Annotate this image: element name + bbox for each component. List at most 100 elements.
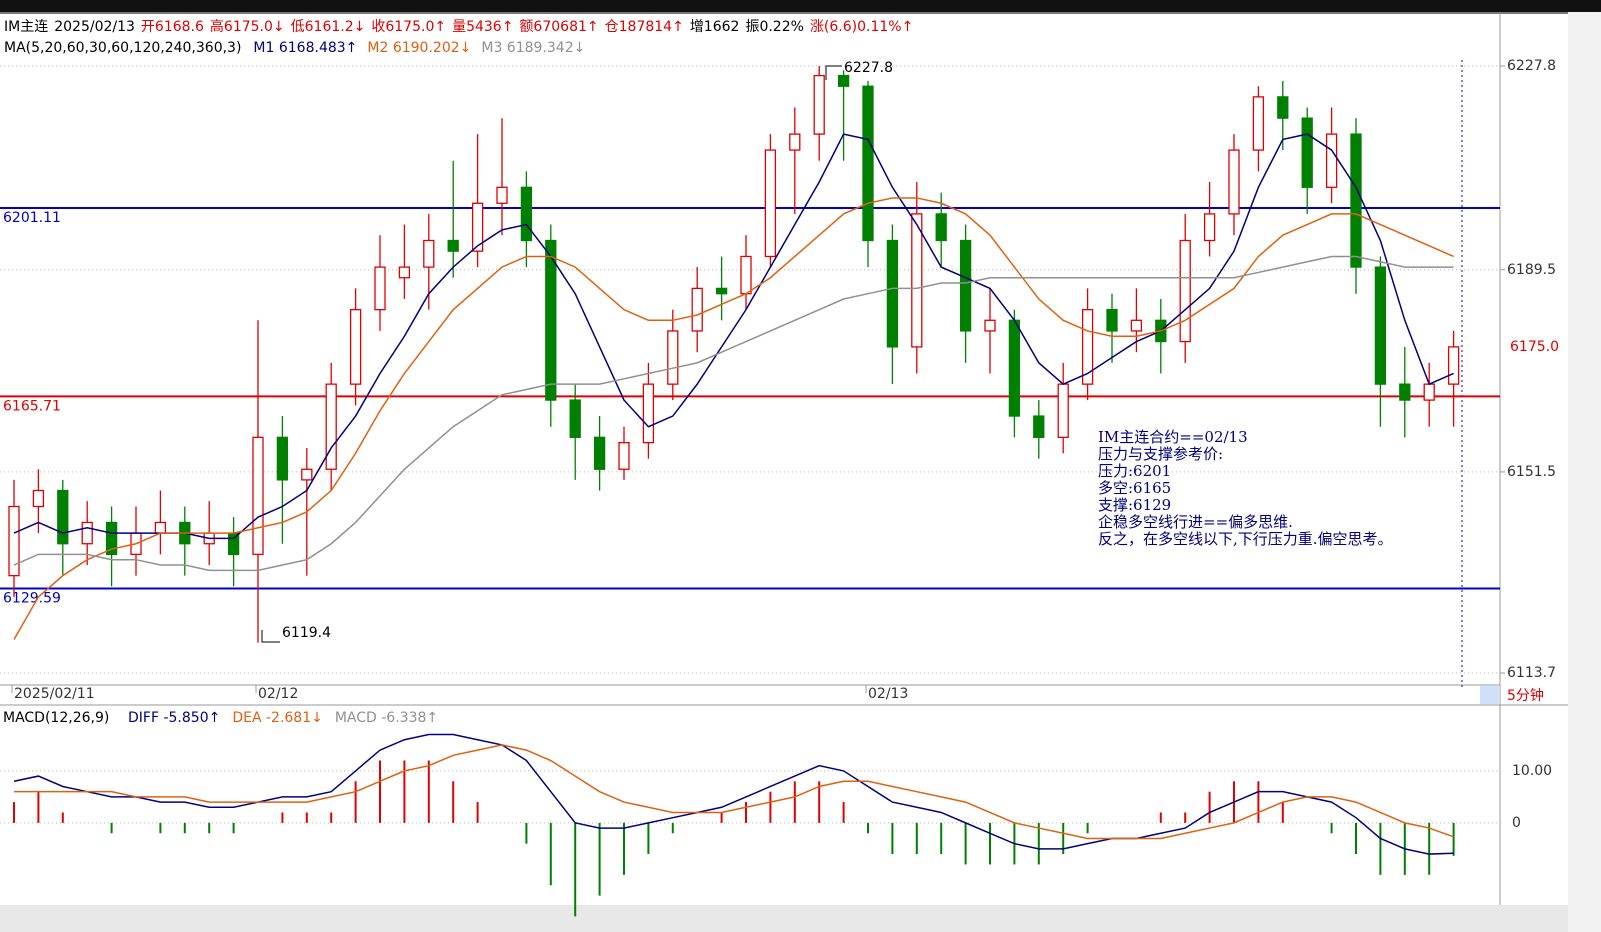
candle-body (1106, 309, 1118, 332)
header-field: M3 6189.342↓ (481, 40, 585, 56)
toolbar (0, 0, 1601, 12)
candle-body (447, 239, 459, 252)
note: IM主连合约==02/13压力与支撑参考价:压力:6201多空:6165支撑:6… (1098, 428, 1393, 548)
header-field: 仓187814↑ (605, 19, 684, 35)
legend-entry: DIFF -5.850↑ (128, 710, 220, 726)
candle-body (154, 521, 167, 534)
candle-body (520, 186, 533, 242)
divider (0, 12, 1568, 14)
candle-body (789, 133, 801, 151)
candle-body (32, 489, 45, 508)
period-box (1480, 686, 1500, 704)
note-line: 多空:6165 (1098, 479, 1171, 497)
candle-body (642, 383, 655, 444)
candle-body (569, 399, 581, 438)
ma-line (13, 255, 1454, 572)
candle-body (1203, 213, 1216, 242)
candle-body (1423, 383, 1435, 401)
candle-body (57, 489, 69, 545)
candle-body (1325, 133, 1338, 188)
last-price: 6175.0 (1510, 339, 1559, 355)
candle-body (1057, 383, 1069, 438)
candle-body (618, 442, 630, 470)
header-field: 开6168.6 (141, 19, 204, 35)
header-field: 2025/02/13 (54, 19, 135, 35)
candle-body (764, 149, 777, 258)
y-tick-label: 0 (1512, 815, 1521, 831)
candle-body (8, 505, 20, 577)
candle-body (349, 309, 362, 385)
candle-body (1374, 266, 1387, 385)
level-label: 6165.71 (3, 398, 61, 414)
candle-body (911, 213, 923, 348)
candle-body (1228, 149, 1240, 215)
candle-body (837, 74, 850, 87)
note-line: 反之，在多空线以下,下行压力重.偏空思考。 (1098, 530, 1393, 548)
note-line: 压力:6201 (1098, 462, 1171, 480)
header-field: IM主连 (4, 19, 48, 35)
candle-body (1399, 383, 1411, 401)
candle-body (81, 521, 93, 545)
header-field: 振0.22% (745, 19, 803, 35)
tab-bar (0, 905, 1568, 932)
candle-body (1350, 133, 1362, 268)
candle-body (667, 330, 679, 385)
candle-body (593, 436, 606, 470)
candle-body (1301, 117, 1313, 188)
x-tick-label: 02/13 (868, 686, 908, 702)
legend-entry: DEA -2.681↓ (232, 710, 323, 726)
candle-body (496, 186, 508, 204)
candle-body (301, 468, 313, 481)
header-field: 量5436↑ (452, 19, 513, 35)
candle-body (1179, 239, 1191, 343)
high-label: 6227.8 (844, 60, 893, 76)
ma-line (13, 133, 1454, 540)
candle-body (1130, 319, 1143, 332)
ma-line (13, 733, 1454, 855)
candle-body (1008, 319, 1021, 417)
candle-body (691, 287, 703, 332)
header-field: 高6175.0↓ (210, 18, 285, 35)
header-field: 涨(6.6)0.11%↑ (810, 19, 913, 35)
header-field: MA(5,20,60,30,60,120,240,360,3) (4, 40, 241, 56)
header-field: 增1662 (690, 19, 740, 35)
macd-title: MACD(12,26,9) (3, 710, 109, 726)
header-field: M1 6168.483↑ (253, 40, 357, 56)
candle-body (374, 266, 386, 311)
y-tick-label: 6113.7 (1507, 665, 1556, 681)
candle-body (1447, 346, 1460, 385)
y-tick-label: 10.00 (1512, 763, 1552, 779)
candle-body (1081, 309, 1094, 385)
note-line: 压力与支撑参考价: (1098, 445, 1223, 463)
candle-body (1252, 96, 1265, 151)
candle-body (471, 202, 484, 252)
low-pointer (261, 630, 280, 643)
note-line: 企稳多空线行进==偏多思维. (1098, 513, 1293, 531)
legend-entry: MACD -6.338↑ (335, 710, 438, 726)
candle-body (276, 436, 289, 481)
y-tick-label: 6227.8 (1507, 58, 1556, 74)
header-field: 收6175.0↑ (371, 19, 446, 35)
candle-body (325, 383, 337, 470)
period: 5分钟 (1507, 687, 1544, 704)
candle-body (959, 239, 972, 332)
x-tick-label: 2025/02/11 (14, 686, 95, 702)
side-panel (1568, 12, 1601, 932)
candle-body (886, 239, 899, 348)
candle-body (715, 287, 728, 295)
candle-body (935, 213, 947, 242)
candle-body (423, 239, 435, 268)
y-tick-label: 6189.5 (1507, 262, 1556, 278)
header-field: 额670681↑ (519, 19, 598, 35)
level-label: 6129.59 (3, 590, 61, 606)
note-line: IM主连合约==02/13 (1098, 428, 1248, 446)
candle-body (862, 85, 874, 242)
candle-body (105, 521, 118, 556)
high-pointer (825, 65, 842, 80)
candle-body (252, 436, 264, 556)
candle-body (1277, 96, 1289, 119)
candle-body (984, 319, 996, 332)
candle-body (398, 266, 411, 279)
